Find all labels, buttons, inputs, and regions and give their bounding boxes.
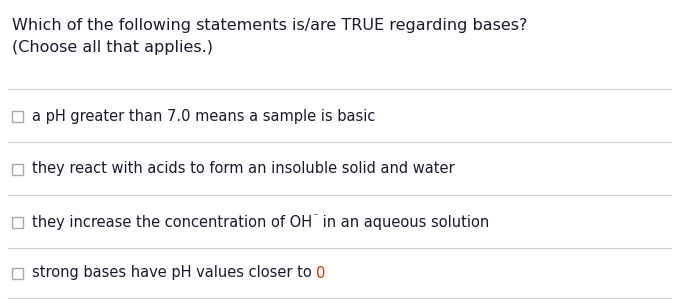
Bar	[12, 216, 23, 228]
Bar	[12, 164, 23, 175]
Text: in an aqueous solution: in an aqueous solution	[318, 214, 489, 230]
Text: a pH greater than 7.0 means a sample is basic: a pH greater than 7.0 means a sample is …	[32, 109, 375, 123]
Text: they increase the concentration of OH: they increase the concentration of OH	[32, 214, 312, 230]
Text: Which of the following statements is/are TRUE regarding bases?: Which of the following statements is/are…	[12, 18, 528, 33]
Text: (Choose all that applies.): (Choose all that applies.)	[12, 40, 213, 55]
Bar	[12, 111, 23, 121]
Text: they react with acids to form an insoluble solid and water: they react with acids to form an insolub…	[32, 161, 455, 176]
Text: ⁻: ⁻	[312, 212, 318, 222]
Text: strong bases have pH values closer to: strong bases have pH values closer to	[32, 266, 316, 280]
Bar	[12, 268, 23, 278]
Text: 0: 0	[316, 266, 326, 280]
